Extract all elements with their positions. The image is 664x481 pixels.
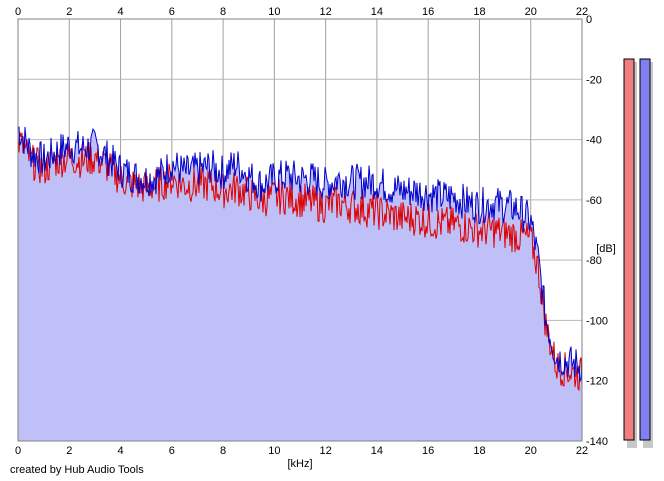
x-tick-label: 12 bbox=[320, 445, 332, 457]
y-tick-label: -60 bbox=[586, 195, 602, 207]
level-meters bbox=[623, 58, 653, 448]
spectrum-fill-area bbox=[18, 126, 582, 441]
x-tick-labels-bottom: 0 2 4 6 8 10 12 14 16 18 20 22 bbox=[15, 445, 588, 457]
x-tick-label: 6 bbox=[169, 6, 175, 18]
series-line-red bbox=[17, 132, 583, 392]
x-tick-label: 14 bbox=[371, 6, 383, 18]
y-tick-label: -80 bbox=[586, 255, 602, 267]
y-axis-label: [dB] bbox=[596, 243, 616, 255]
x-tick-label: 2 bbox=[66, 445, 72, 457]
series-layer bbox=[17, 126, 583, 392]
y-tick-label: -140 bbox=[586, 436, 608, 448]
x-tick-label: 16 bbox=[422, 445, 434, 457]
credit-text: created by Hub Audio Tools bbox=[10, 464, 144, 476]
x-tick-label: 12 bbox=[320, 6, 332, 18]
x-tick-label: 22 bbox=[576, 6, 588, 18]
y-tick-label: -120 bbox=[586, 376, 608, 388]
y-tick-label: -100 bbox=[586, 315, 608, 327]
x-tick-label: 6 bbox=[169, 445, 175, 457]
x-tick-label: 22 bbox=[576, 445, 588, 457]
y-tick-label: 0 bbox=[586, 14, 592, 26]
x-tick-label: 8 bbox=[220, 445, 226, 457]
y-tick-label: -20 bbox=[586, 74, 602, 86]
level-meter-bar bbox=[623, 58, 635, 441]
x-tick-labels-top: 0 2 4 6 8 10 12 14 16 18 20 22 bbox=[15, 6, 588, 18]
x-tick-label: 0 bbox=[15, 445, 21, 457]
x-tick-label: 18 bbox=[473, 6, 485, 18]
y-tick-labels: 0 -20 -40 -60 -80 -100 -120 -140 bbox=[586, 14, 608, 448]
level-meter-bar bbox=[639, 58, 651, 441]
x-tick-label: 4 bbox=[117, 6, 123, 18]
x-axis-label: [kHz] bbox=[287, 458, 312, 470]
x-tick-label: 20 bbox=[525, 6, 537, 18]
x-tick-label: 4 bbox=[117, 445, 123, 457]
x-tick-label: 18 bbox=[473, 445, 485, 457]
plot-border bbox=[17, 18, 583, 442]
series-line-blue bbox=[17, 126, 583, 383]
x-tick-label: 10 bbox=[268, 6, 280, 18]
y-tick-label: -40 bbox=[586, 135, 602, 147]
x-tick-label: 8 bbox=[220, 6, 226, 18]
x-tick-label: 2 bbox=[66, 6, 72, 18]
x-tick-label: 0 bbox=[15, 6, 21, 18]
x-tick-label: 14 bbox=[371, 445, 383, 457]
x-tick-label: 16 bbox=[422, 6, 434, 18]
x-tick-label: 10 bbox=[268, 445, 280, 457]
x-tick-label: 20 bbox=[525, 445, 537, 457]
